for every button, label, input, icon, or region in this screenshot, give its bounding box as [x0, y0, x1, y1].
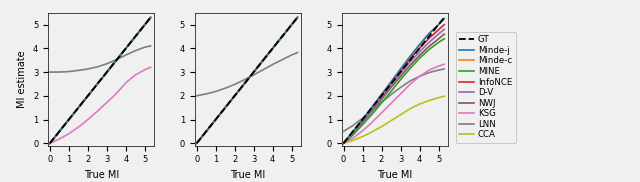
Y-axis label: MI estimate: MI estimate — [17, 50, 28, 108]
Legend: GT, Minde-j, Minde-c, MINE, InfoNCE, D-V, NWJ, KSG, LNN, CCA: GT, Minde-j, Minde-c, MINE, InfoNCE, D-V… — [456, 32, 516, 143]
X-axis label: True MI: True MI — [84, 170, 119, 180]
X-axis label: True MI: True MI — [377, 170, 412, 180]
X-axis label: True MI: True MI — [230, 170, 266, 180]
